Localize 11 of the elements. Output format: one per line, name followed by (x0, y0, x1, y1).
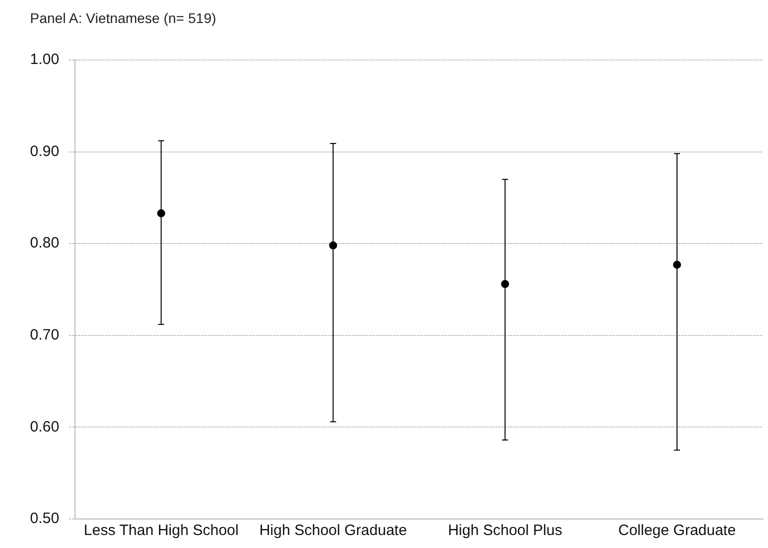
y-tick-label: 1.00 (30, 51, 60, 68)
y-tick-label: 0.50 (30, 510, 60, 528)
y-tick-label: 0.70 (30, 326, 60, 344)
x-tick-label: High School Plus (448, 522, 562, 540)
chart-title: Panel A: Vietnamese (n= 519) (30, 10, 216, 26)
x-tick-label: Less Than High School (84, 522, 239, 540)
x-tick-label: High School Graduate (259, 522, 407, 540)
x-tick-label: College Graduate (618, 522, 736, 540)
y-tick-label: 0.80 (30, 234, 60, 252)
y-tick-label: 0.90 (30, 142, 60, 160)
y-tick-label: 0.60 (30, 418, 60, 436)
